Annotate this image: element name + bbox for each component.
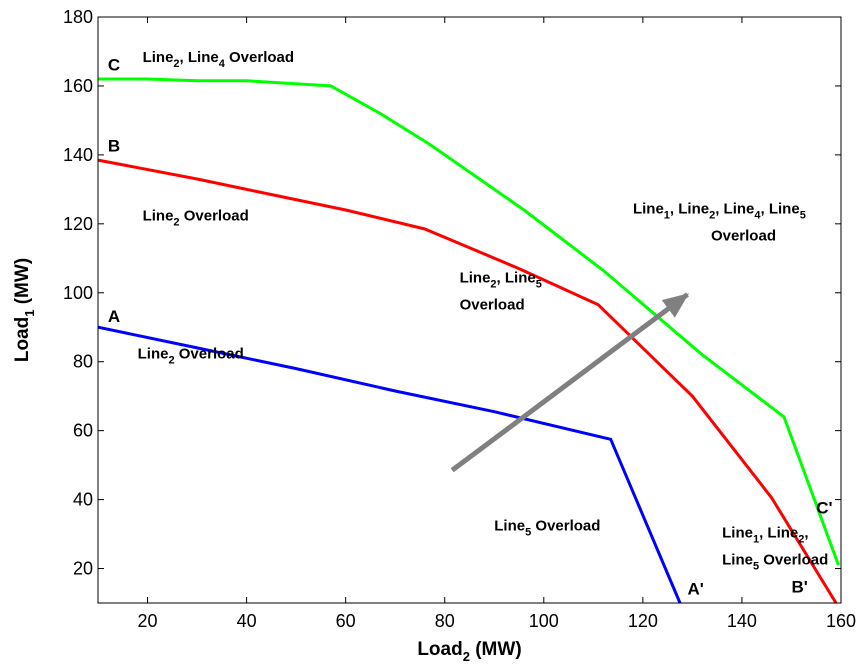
annotation-line2-line5-overload: Line2, Line5 Overload (460, 269, 542, 313)
y-tick-label: 120 (63, 214, 93, 234)
x-tick-label: 160 (826, 611, 856, 631)
y-tick-label: 100 (63, 283, 93, 303)
y-axis-title-base: Load (12, 317, 33, 362)
x-axis-title: Load2 (MW) (417, 639, 521, 664)
tick-layer: 20 40 60 80 100 120 140 160 20 40 60 80 100 120 140 160… (63, 7, 856, 631)
y-tick-label: 40 (73, 490, 93, 510)
x-tick-label: 140 (727, 611, 757, 631)
arrow-layer (450, 292, 690, 473)
point-label-b: B (108, 136, 120, 155)
series-line-1 (97, 325, 682, 604)
point-label-c-prime: C' (816, 498, 832, 517)
annotation-line1-2-4-5-overload: Line1, Line2, Line4, Line5 Overload (633, 200, 806, 244)
x-tick-label: 100 (529, 611, 559, 631)
y-tick-label: 20 (73, 559, 93, 579)
y-tick-label: 80 (73, 352, 93, 372)
series-line-2 (97, 158, 838, 604)
x-tick-label: 40 (237, 611, 257, 631)
point-label-a: A (108, 307, 120, 326)
point-label-b-prime: B' (791, 578, 807, 597)
y-tick-label: 60 (73, 421, 93, 441)
annotation-line2-overload-mid: Line2 Overload (143, 207, 249, 228)
plot-frame (97, 16, 842, 604)
x-tick-label: 120 (628, 611, 658, 631)
x-axis-title-base: Load (417, 639, 462, 660)
y-axis-title: Load1 (MW) (12, 258, 37, 362)
y-tick-label: 140 (63, 145, 93, 165)
series-line-3 (98, 77, 840, 566)
x-tick-label: 60 (336, 611, 356, 631)
annotation-line2-overload-low: Line2 Overload (138, 345, 244, 366)
y-axis-title-unit: (MW) (12, 258, 33, 310)
x-tick-label: 20 (138, 611, 158, 631)
x-tick-label: 80 (435, 611, 455, 631)
annotation-layer: Line2 Overload Line2 Overload Line2, Line4… (138, 49, 829, 573)
x-axis-title-unit: (MW) (470, 639, 522, 660)
y-tick-label: 180 (63, 7, 93, 27)
x-axis-title-sub: 2 (463, 649, 470, 664)
point-label-c: C (108, 55, 120, 74)
label-layer: A B C A' B' C' (108, 55, 833, 598)
annotation-line5-overload: Line5 Overload (494, 518, 600, 539)
y-axis-title-sub: 1 (22, 310, 37, 317)
point-label-a-prime: A' (687, 579, 703, 598)
annotation-line1-2-5-overload: Line1, Line2, Line5 Overload (722, 525, 828, 573)
y-tick-label: 160 (63, 76, 93, 96)
direction-arrow (450, 292, 690, 473)
annotation-line2-line4-overload: Line2, Line4 Overload (143, 49, 294, 70)
series-layer (97, 77, 840, 604)
